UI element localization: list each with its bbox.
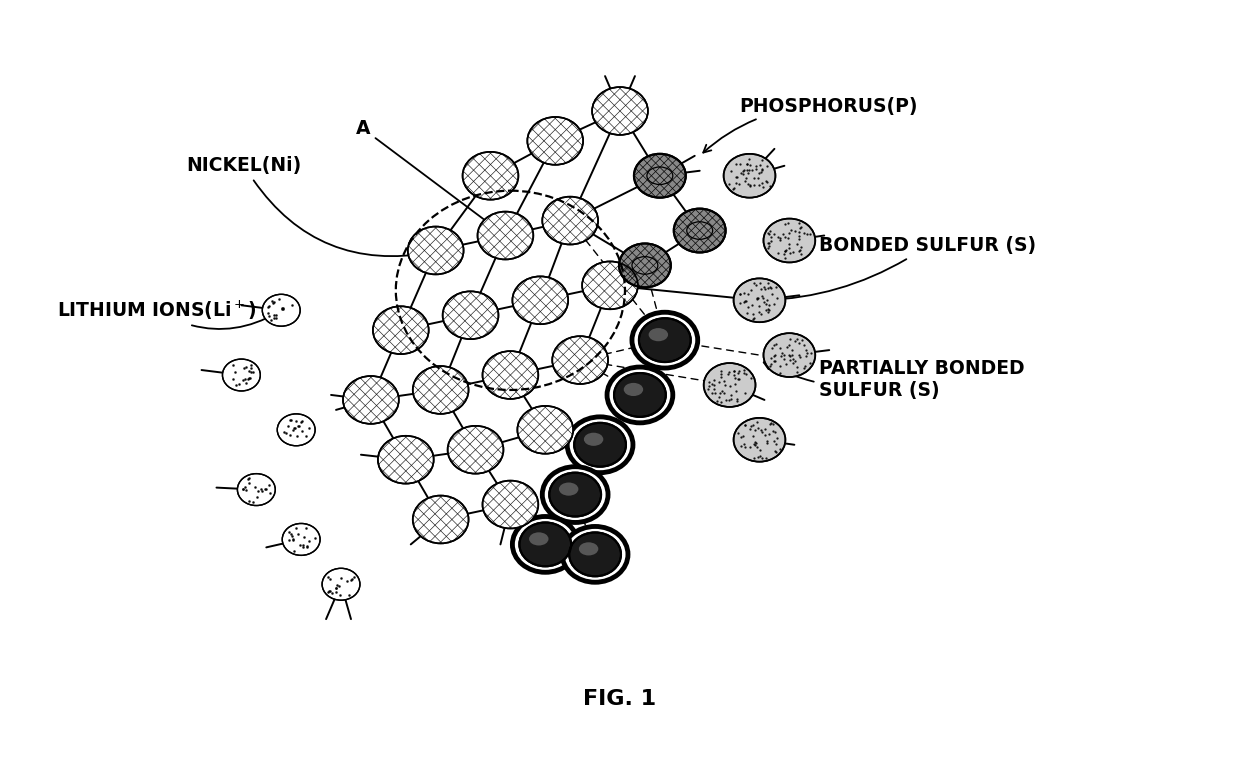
Ellipse shape: [378, 436, 434, 484]
Ellipse shape: [513, 516, 579, 572]
Ellipse shape: [704, 363, 756, 407]
Ellipse shape: [763, 334, 815, 377]
Ellipse shape: [607, 367, 673, 423]
Ellipse shape: [519, 522, 571, 566]
Ellipse shape: [482, 351, 538, 399]
Ellipse shape: [733, 278, 786, 322]
Ellipse shape: [223, 359, 260, 391]
Ellipse shape: [238, 474, 275, 506]
Ellipse shape: [518, 406, 574, 454]
Ellipse shape: [724, 154, 776, 198]
Ellipse shape: [528, 117, 584, 164]
Ellipse shape: [674, 208, 726, 252]
Ellipse shape: [413, 496, 468, 543]
Ellipse shape: [569, 532, 621, 576]
Ellipse shape: [582, 262, 638, 309]
Ellipse shape: [447, 426, 503, 474]
Ellipse shape: [615, 373, 665, 417]
Ellipse shape: [563, 527, 628, 582]
Text: LITHIUM IONS(Li$^+$): LITHIUM IONS(Li$^+$): [57, 299, 278, 329]
Ellipse shape: [278, 414, 315, 446]
Text: FIG. 1: FIG. 1: [582, 689, 657, 709]
Ellipse shape: [343, 376, 399, 424]
Ellipse shape: [620, 243, 670, 287]
Ellipse shape: [477, 211, 533, 259]
Ellipse shape: [543, 467, 608, 522]
Text: PHOSPHORUS(P): PHOSPHORUS(P): [704, 96, 918, 152]
Ellipse shape: [462, 152, 518, 199]
Ellipse shape: [649, 328, 668, 341]
Ellipse shape: [553, 336, 608, 384]
Ellipse shape: [579, 542, 598, 556]
Ellipse shape: [373, 306, 429, 354]
Ellipse shape: [408, 227, 463, 274]
Ellipse shape: [549, 473, 601, 516]
Ellipse shape: [584, 433, 603, 446]
Text: PARTIALLY BONDED
SULFUR (S): PARTIALLY BONDED SULFUR (S): [763, 359, 1025, 400]
Ellipse shape: [623, 383, 643, 396]
Ellipse shape: [733, 418, 786, 462]
Text: BONDED SULFUR (S): BONDED SULFUR (S): [764, 236, 1036, 304]
Ellipse shape: [322, 568, 361, 600]
Ellipse shape: [567, 417, 633, 473]
Ellipse shape: [513, 277, 569, 324]
Ellipse shape: [763, 218, 815, 262]
Ellipse shape: [529, 532, 549, 546]
Ellipse shape: [559, 483, 579, 496]
Ellipse shape: [634, 154, 685, 198]
Text: A: A: [356, 120, 502, 233]
Ellipse shape: [574, 423, 626, 467]
Ellipse shape: [413, 366, 468, 414]
Ellipse shape: [263, 294, 300, 326]
Text: NICKEL(Ni): NICKEL(Ni): [187, 156, 432, 258]
Ellipse shape: [632, 312, 698, 368]
Ellipse shape: [592, 87, 648, 135]
Ellipse shape: [442, 291, 498, 339]
Ellipse shape: [543, 196, 598, 245]
Ellipse shape: [482, 481, 538, 528]
Ellipse shape: [639, 318, 690, 362]
Ellipse shape: [282, 524, 320, 556]
